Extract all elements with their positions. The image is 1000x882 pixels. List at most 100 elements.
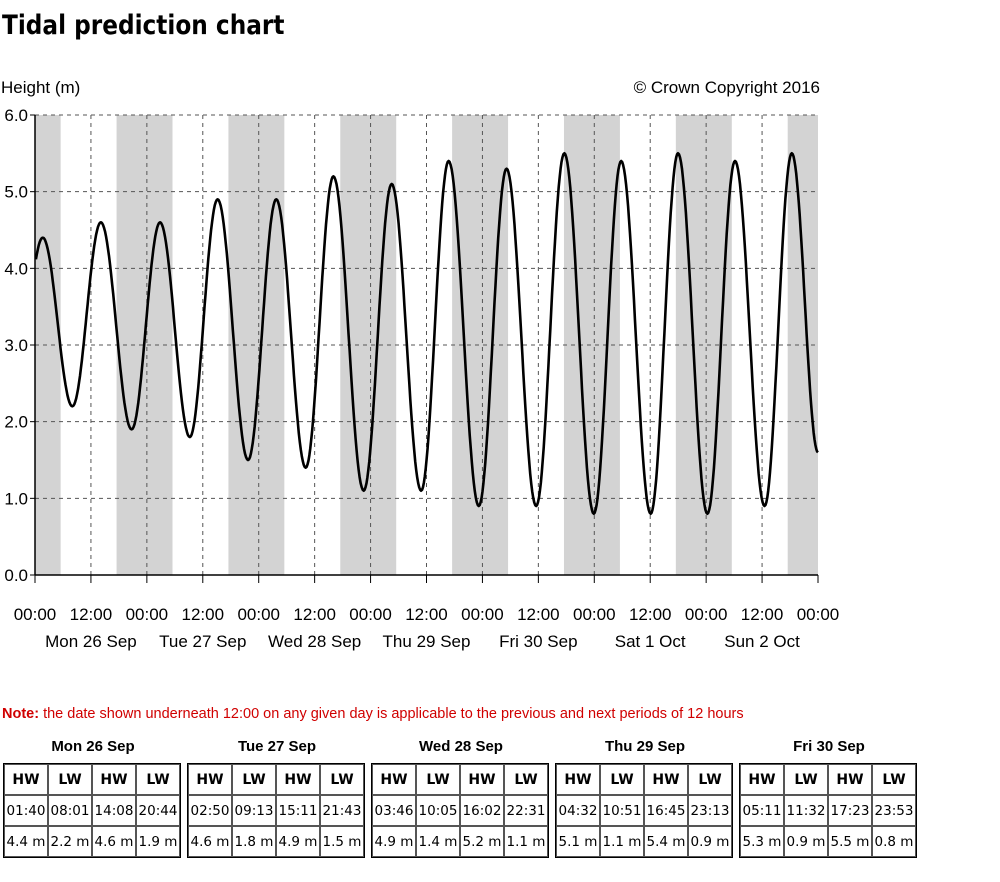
tide-header-cell: LW: [232, 764, 276, 795]
tide-table: HW LW HW LW 03:46 10:05 16:02 22:31 4.9 …: [371, 763, 549, 858]
x-tick-label: 00:00: [349, 605, 392, 624]
page-title: Tidal prediction chart: [2, 10, 285, 41]
tide-height-cell: 2.2 m: [48, 826, 92, 857]
tide-header-cell: LW: [872, 764, 916, 795]
tide-time-cell: 16:45: [644, 795, 688, 826]
tide-day-block: Wed 28 Sep HW LW HW LW 03:46 10:05 16:02…: [371, 737, 551, 858]
tide-header-cell: LW: [136, 764, 180, 795]
x-tick-label: 00:00: [573, 605, 616, 624]
tide-height-cell: 4.6 m: [92, 826, 136, 857]
tide-table: HW LW HW LW 02:50 09:13 15:11 21:43 4.6 …: [187, 763, 365, 858]
tide-time-cell: 10:05: [416, 795, 460, 826]
tide-height-cell: 1.8 m: [232, 826, 276, 857]
day-label: Wed 28 Sep: [268, 632, 361, 651]
x-tick-label: 12:00: [293, 605, 336, 624]
y-tick-label: 4.0: [4, 259, 28, 278]
tide-height-cell: 5.2 m: [460, 826, 504, 857]
tide-header-cell: HW: [644, 764, 688, 795]
tide-time-row: 02:50 09:13 15:11 21:43: [188, 795, 364, 826]
tide-header-row: HW LW HW LW: [556, 764, 732, 795]
tide-height-row: 4.6 m 1.8 m 4.9 m 1.5 m: [188, 826, 364, 857]
day-label: Sun 2 Oct: [724, 632, 800, 651]
tide-header-cell: HW: [460, 764, 504, 795]
tide-time-cell: 05:11: [740, 795, 784, 826]
tide-header-row: HW LW HW LW: [188, 764, 364, 795]
y-axis-title: Height (m): [1, 78, 80, 97]
tide-header-cell: HW: [740, 764, 784, 795]
tide-day-block: Fri 30 Sep HW LW HW LW 05:11 11:32 17:23…: [739, 737, 919, 858]
day-label: Tue 27 Sep: [159, 632, 246, 651]
tide-header-row: HW LW HW LW: [4, 764, 180, 795]
x-tick-label: 12:00: [182, 605, 225, 624]
x-tick-label: 00:00: [685, 605, 728, 624]
tide-time-cell: 23:53: [872, 795, 916, 826]
tide-header-cell: HW: [188, 764, 232, 795]
day-label: Sat 1 Oct: [615, 632, 686, 651]
tide-time-row: 03:46 10:05 16:02 22:31: [372, 795, 548, 826]
tide-day-block: Tue 27 Sep HW LW HW LW 02:50 09:13 15:11…: [187, 737, 367, 858]
tide-time-cell: 22:31: [504, 795, 548, 826]
tide-curve: [34, 152, 819, 515]
tide-header-cell: LW: [784, 764, 828, 795]
tide-header-cell: LW: [416, 764, 460, 795]
tide-header-cell: HW: [556, 764, 600, 795]
x-tick-label: 12:00: [405, 605, 448, 624]
night-band: [35, 115, 61, 575]
y-tick-label: 6.0: [4, 106, 28, 125]
x-tick-label: 12:00: [70, 605, 113, 624]
tide-height-row: 4.4 m 2.2 m 4.6 m 1.9 m: [4, 826, 180, 857]
tide-height-cell: 0.9 m: [784, 826, 828, 857]
day-label: Thu 29 Sep: [383, 632, 471, 651]
tide-height-cell: 4.6 m: [188, 826, 232, 857]
tide-height-cell: 4.4 m: [4, 826, 48, 857]
tide-height-cell: 4.9 m: [372, 826, 416, 857]
tide-height-row: 4.9 m 1.4 m 5.2 m 1.1 m: [372, 826, 548, 857]
tide-height-cell: 5.5 m: [828, 826, 872, 857]
tide-time-cell: 09:13: [232, 795, 276, 826]
tide-time-cell: 17:23: [828, 795, 872, 826]
tidal-chart: 0.0 1.0 2.0 3.0 4.0 5.0 6.0 00:00 12:00 00:00 12:0…: [1, 78, 839, 651]
tide-time-row: 04:32 10:51 16:45 23:13: [556, 795, 732, 826]
y-tick-label: 3.0: [4, 336, 28, 355]
note-label: Note:: [2, 706, 40, 722]
note-text: the date shown underneath 12:00 on any g…: [39, 706, 744, 722]
day-label: Mon 26 Sep: [45, 632, 137, 651]
x-tick-label: 00:00: [461, 605, 504, 624]
tide-height-cell: 1.9 m: [136, 826, 180, 857]
tide-header-cell: LW: [600, 764, 644, 795]
tide-header-cell: HW: [276, 764, 320, 795]
tide-time-cell: 03:46: [372, 795, 416, 826]
tide-time-cell: 20:44: [136, 795, 180, 826]
tide-header-cell: HW: [828, 764, 872, 795]
tide-height-row: 5.1 m 1.1 m 5.4 m 0.9 m: [556, 826, 732, 857]
tide-day-block: Thu 29 Sep HW LW HW LW 04:32 10:51 16:45…: [555, 737, 735, 858]
tide-time-cell: 10:51: [600, 795, 644, 826]
tide-height-cell: 0.9 m: [688, 826, 732, 857]
tide-time-row: 01:40 08:01 14:08 20:44: [4, 795, 180, 826]
tide-height-cell: 0.8 m: [872, 826, 916, 857]
day-label: Fri 30 Sep: [499, 632, 577, 651]
tide-time-cell: 16:02: [460, 795, 504, 826]
tide-day-title: Fri 30 Sep: [793, 738, 865, 755]
x-tick-label: 00:00: [237, 605, 280, 624]
tide-time-cell: 14:08: [92, 795, 136, 826]
tide-header-row: HW LW HW LW: [372, 764, 548, 795]
tide-header-cell: HW: [92, 764, 136, 795]
tide-time-cell: 21:43: [320, 795, 364, 826]
tide-day-title: Tue 27 Sep: [237, 738, 317, 755]
tide-height-cell: 1.1 m: [504, 826, 548, 857]
tide-day-title: Mon 26 Sep: [51, 738, 135, 755]
tide-time-cell: 01:40: [4, 795, 48, 826]
x-tick-label: 12:00: [741, 605, 784, 624]
tide-tables: Mon 26 Sep HW LW HW LW 01:40 08:01 14:08…: [3, 737, 919, 858]
tide-header-cell: LW: [688, 764, 732, 795]
tide-header-cell: HW: [372, 764, 416, 795]
tide-height-cell: 1.4 m: [416, 826, 460, 857]
tide-time-row: 05:11 11:32 17:23 23:53: [740, 795, 916, 826]
tide-time-cell: 04:32: [556, 795, 600, 826]
y-tick-label: 1.0: [4, 489, 28, 508]
tide-time-cell: 11:32: [784, 795, 828, 826]
x-tick-label: 00:00: [14, 605, 57, 624]
tide-height-cell: 5.1 m: [556, 826, 600, 857]
tide-time-cell: 08:01: [48, 795, 92, 826]
